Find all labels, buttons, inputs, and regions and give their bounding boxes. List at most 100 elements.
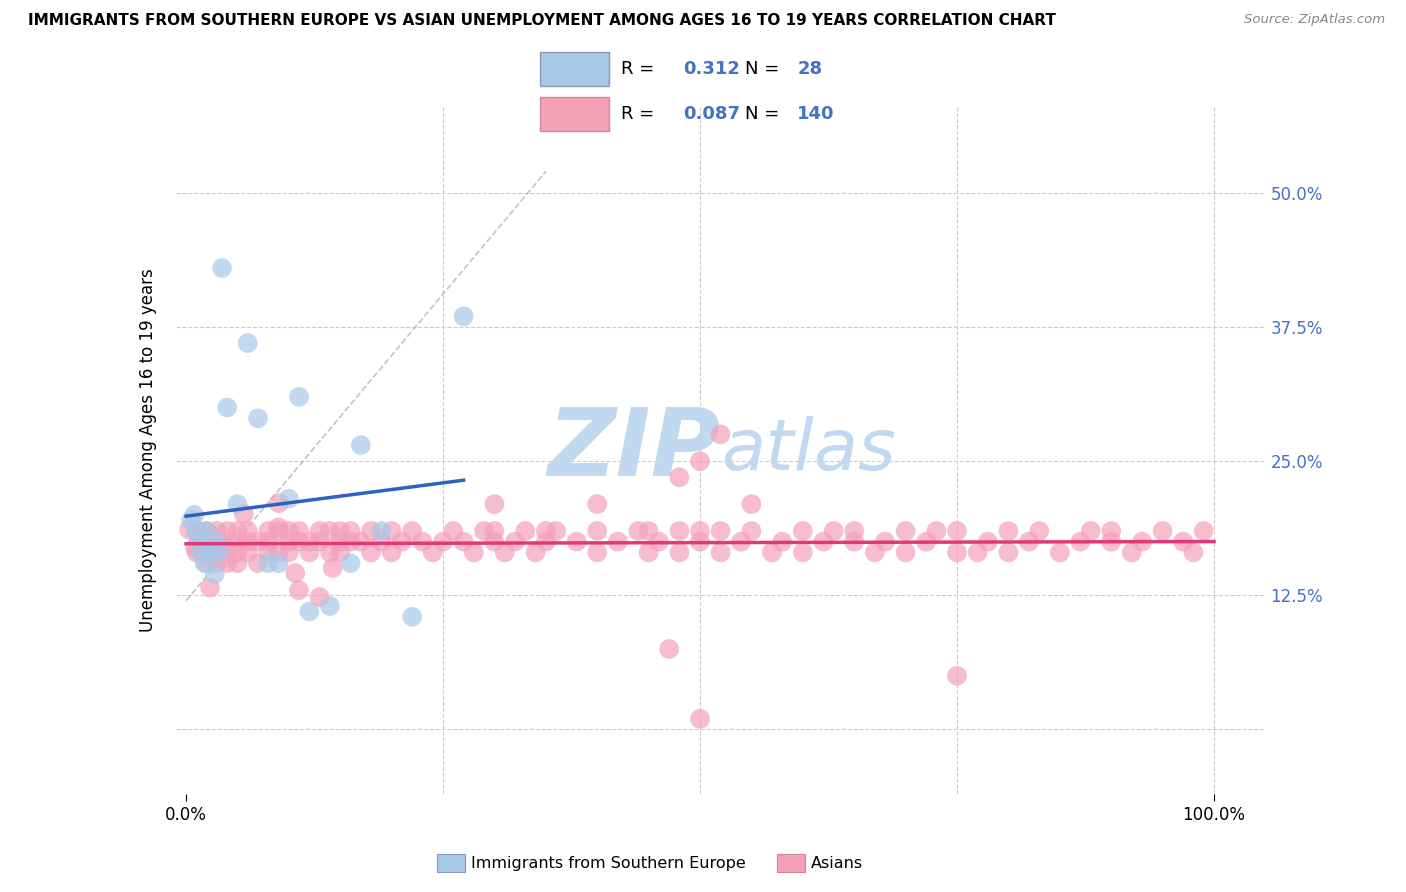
Point [946, 545, 969, 559]
Point [586, 545, 609, 559]
Point [1028, 524, 1050, 538]
Text: Asians: Asians [811, 855, 863, 871]
Point [288, 524, 311, 538]
Point [823, 524, 845, 538]
Point [946, 524, 969, 538]
Text: Source: ZipAtlas.com: Source: ZipAtlas.com [1244, 13, 1385, 27]
Point [1130, 534, 1153, 549]
Bar [540, 52, 609, 86]
Point [211, 534, 233, 549]
Point [217, 524, 239, 538]
Point [534, 524, 557, 538]
Point [484, 534, 506, 549]
Point [668, 545, 690, 559]
Point [298, 604, 321, 618]
Text: N =: N = [745, 105, 779, 123]
Point [329, 534, 352, 549]
Point [201, 545, 224, 559]
Point [217, 545, 239, 559]
Point [546, 524, 568, 538]
Point [494, 545, 516, 559]
Point [1121, 545, 1143, 559]
Point [198, 581, 221, 595]
Point [246, 411, 269, 425]
Point [710, 427, 733, 442]
Point [360, 545, 382, 559]
Point [411, 534, 433, 549]
Point [792, 545, 814, 559]
Point [217, 556, 239, 570]
Point [205, 545, 228, 559]
Point [740, 497, 762, 511]
Bar [540, 97, 609, 131]
Point [208, 545, 231, 559]
Y-axis label: Unemployment Among Ages 16 to 19 years: Unemployment Among Ages 16 to 19 years [139, 268, 157, 632]
Point [195, 524, 218, 538]
Point [534, 534, 557, 549]
Point [1182, 545, 1205, 559]
Point [350, 438, 373, 452]
Point [184, 541, 207, 555]
Point [308, 534, 330, 549]
Text: atlas: atlas [721, 416, 896, 485]
Point [770, 534, 793, 549]
Point [288, 534, 311, 549]
Point [180, 513, 202, 527]
Point [894, 545, 917, 559]
Bar [437, 854, 465, 872]
Point [201, 545, 224, 559]
Text: N =: N = [745, 60, 779, 78]
Point [195, 524, 218, 538]
Point [710, 524, 733, 538]
Point [204, 566, 226, 581]
Point [329, 545, 352, 559]
Point [267, 524, 290, 538]
Point [925, 524, 948, 538]
Point [689, 712, 711, 726]
Point [211, 260, 233, 275]
Point [246, 556, 269, 570]
Point [668, 470, 690, 484]
Point [246, 534, 269, 549]
Point [205, 524, 228, 538]
Point [524, 545, 547, 559]
Point [1192, 524, 1215, 538]
Point [689, 534, 711, 549]
Point [637, 545, 659, 559]
Point [432, 534, 454, 549]
Point [226, 534, 249, 549]
Point [658, 642, 681, 657]
Point [277, 534, 299, 549]
Point [1099, 524, 1122, 538]
Point [267, 556, 290, 570]
Point [190, 534, 212, 549]
Point [187, 534, 209, 549]
Point [668, 524, 690, 538]
Point [648, 534, 671, 549]
Point [236, 524, 259, 538]
Point [226, 545, 249, 559]
Point [813, 534, 835, 549]
Point [792, 524, 814, 538]
Point [319, 545, 342, 559]
Point [453, 310, 475, 324]
Point [186, 524, 208, 538]
Text: 140: 140 [797, 105, 835, 123]
Point [205, 556, 228, 570]
Point [308, 590, 330, 604]
Text: Immigrants from Southern Europe: Immigrants from Southern Europe [471, 855, 745, 871]
Point [946, 669, 969, 683]
Point [894, 524, 917, 538]
Point [205, 534, 228, 549]
Point [195, 534, 218, 549]
Point [339, 524, 361, 538]
Point [198, 546, 221, 560]
Point [205, 534, 228, 549]
Point [381, 545, 404, 559]
Point [401, 524, 423, 538]
Point [267, 496, 290, 510]
Point [710, 545, 733, 559]
Point [915, 534, 938, 549]
Text: IMMIGRANTS FROM SOUTHERN EUROPE VS ASIAN UNEMPLOYMENT AMONG AGES 16 TO 19 YEARS : IMMIGRANTS FROM SOUTHERN EUROPE VS ASIAN… [28, 13, 1056, 29]
Point [1018, 534, 1040, 549]
